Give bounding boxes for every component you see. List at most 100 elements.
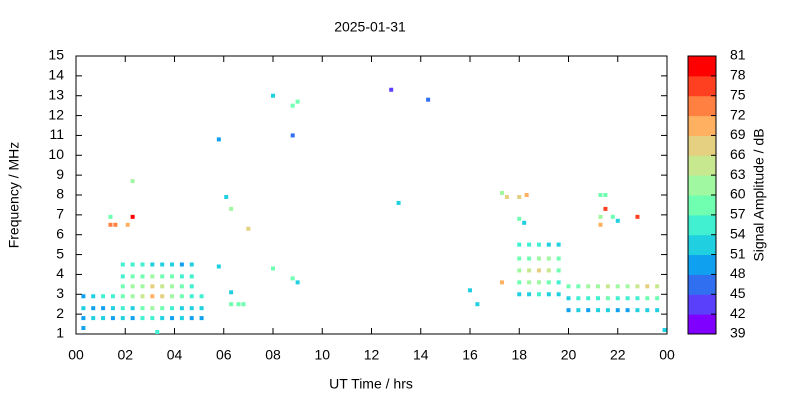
data-point	[120, 284, 125, 289]
data-point	[290, 276, 295, 281]
data-point	[524, 193, 529, 197]
data-point	[160, 294, 165, 299]
data-point	[556, 242, 561, 247]
data-point	[527, 268, 532, 273]
colorbar-band	[688, 95, 716, 117]
data-point	[527, 242, 532, 247]
data-point	[500, 191, 505, 196]
data-point	[189, 294, 194, 299]
colorbar-tick-label: 60	[730, 186, 746, 202]
data-point	[576, 296, 581, 301]
y-tick-label: 15	[48, 47, 64, 63]
data-point	[189, 284, 194, 289]
x-tick-label: 12	[364, 347, 380, 363]
data-point	[199, 294, 204, 299]
data-point	[655, 284, 660, 289]
y-tick-label: 1	[56, 325, 64, 341]
y-tick-label: 7	[56, 206, 64, 222]
data-point	[426, 97, 431, 102]
data-point	[586, 284, 591, 289]
data-point	[120, 274, 125, 279]
data-point	[236, 302, 241, 307]
data-point	[596, 308, 601, 313]
data-point	[216, 137, 221, 142]
data-point	[615, 296, 620, 301]
y-tick-label: 11	[49, 126, 64, 142]
data-point	[295, 99, 300, 104]
data-point	[241, 302, 246, 307]
data-point	[576, 284, 581, 289]
data-point	[130, 179, 135, 184]
colorbar-tick-label: 81	[730, 47, 746, 63]
colorbar-band	[688, 195, 716, 216]
data-point	[189, 316, 194, 321]
data-point	[160, 316, 165, 321]
data-point	[290, 103, 295, 108]
x-tick-label: 00	[68, 347, 84, 363]
data-point	[170, 274, 175, 279]
data-point	[229, 206, 234, 211]
data-point	[130, 262, 135, 267]
data-point	[517, 256, 522, 261]
data-point	[546, 242, 551, 247]
y-tick-label: 2	[56, 305, 64, 321]
colorbar-band	[688, 175, 716, 196]
data-point	[615, 308, 620, 313]
data-point	[655, 308, 660, 313]
colorbar-band	[688, 254, 716, 275]
colorbar-tick-label: 39	[730, 325, 746, 341]
data-point	[504, 194, 509, 199]
colorbar-band	[688, 294, 716, 315]
x-tick-label: 08	[265, 347, 281, 363]
data-point	[596, 284, 601, 289]
data-point	[140, 316, 145, 321]
colorbar-label: Signal Amplitude / dB	[751, 128, 767, 261]
data-point	[271, 93, 275, 98]
data-point	[655, 296, 660, 301]
data-point	[635, 296, 640, 301]
y-tick-label: 14	[48, 67, 64, 83]
data-point	[625, 284, 630, 289]
data-point	[160, 274, 165, 279]
data-point	[155, 330, 160, 335]
colorbar-tick-label: 48	[730, 265, 746, 281]
data-point	[625, 308, 630, 313]
data-point	[170, 306, 175, 311]
data-point	[150, 274, 155, 279]
data-point	[150, 284, 155, 289]
x-tick-label: 18	[511, 347, 527, 363]
data-point	[229, 290, 234, 295]
data-point	[120, 294, 125, 299]
colorbar-tick-label: 57	[730, 206, 746, 222]
colorbar-tick-label: 75	[730, 86, 746, 102]
data-point	[81, 306, 86, 311]
data-point	[527, 256, 532, 261]
x-tick-label: 14	[413, 347, 429, 363]
data-point	[120, 306, 125, 311]
data-point	[576, 308, 581, 313]
data-point	[170, 262, 175, 267]
colorbar-tick-label: 72	[730, 106, 746, 122]
data-point	[546, 280, 551, 285]
data-point	[615, 284, 620, 289]
data-point	[556, 268, 561, 273]
data-point	[246, 226, 251, 231]
colorbar-band	[688, 56, 716, 77]
x-tick-label: 20	[561, 347, 577, 363]
x-axis-label: UT Time / hrs	[329, 376, 413, 392]
data-point	[108, 222, 113, 227]
colorbar-tick-label: 45	[730, 285, 746, 301]
data-point	[536, 268, 541, 273]
x-tick-label: 00	[659, 347, 675, 363]
data-point	[81, 326, 86, 331]
data-point	[598, 214, 603, 219]
data-point	[150, 306, 155, 311]
data-point	[566, 308, 571, 313]
data-point	[130, 284, 135, 289]
data-point	[536, 242, 541, 247]
colorbar-tick-label: 63	[730, 166, 746, 182]
data-point	[598, 193, 603, 197]
data-point	[500, 280, 505, 285]
y-tick-label: 10	[48, 146, 64, 162]
data-point	[130, 294, 135, 299]
